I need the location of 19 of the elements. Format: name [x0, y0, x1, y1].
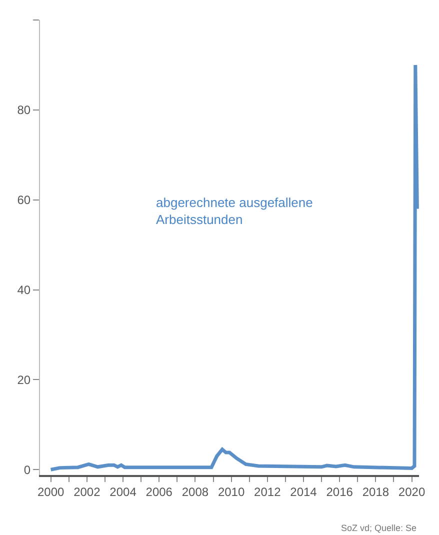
text: SoZ vd; Quelle: Se [341, 523, 417, 533]
x-tick-label: 2014 [290, 485, 318, 500]
x-tick-label: 2008 [182, 485, 209, 500]
y-tick-label: 80 [17, 103, 31, 118]
y-tick-label: 20 [17, 372, 31, 387]
x-tick-label: 2006 [146, 485, 173, 500]
x-tick-label: 2012 [254, 485, 282, 500]
annotation: abgerechnete ausgefallene Arbeitsstunden [156, 195, 313, 227]
line-series [49, 63, 419, 472]
x-tick-label: 2004 [110, 485, 137, 500]
x-tick-label: 2016 [326, 485, 354, 500]
y-tick-label: 40 [17, 282, 31, 297]
x-tick-label: 2020 [398, 485, 426, 500]
y-tick-label: 0 [24, 462, 31, 477]
x-tick-label: 2018 [362, 485, 390, 500]
y-tick-label: 60 [17, 193, 31, 208]
x-tick-label: 2000 [37, 485, 64, 500]
x-tick-label: 2010 [218, 485, 245, 500]
x-tick-label: 2002 [74, 485, 101, 500]
